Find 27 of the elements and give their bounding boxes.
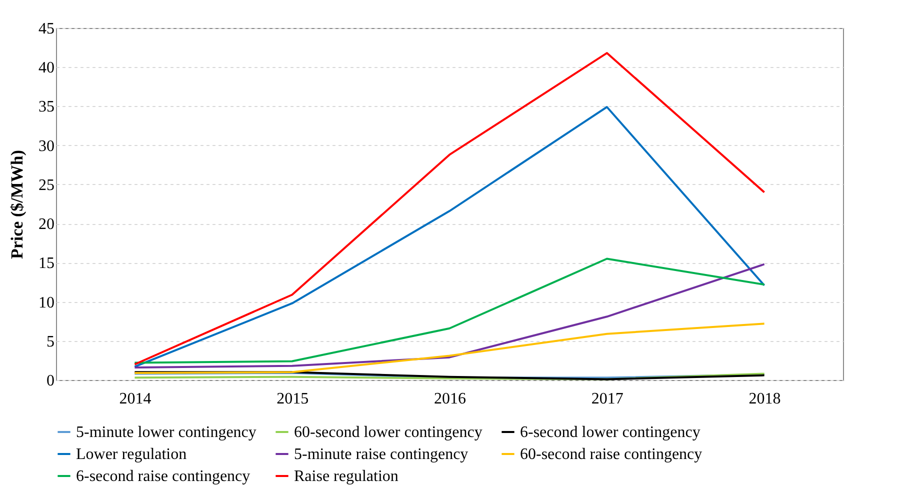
x-tick-label: 2017: [591, 390, 624, 408]
y-tick-label: 45: [38, 20, 54, 38]
y-tick-label: 25: [38, 176, 54, 194]
line-series: [134, 106, 766, 368]
legend-label: 5-minute raise contingency: [294, 446, 468, 463]
legend-label: 5-minute lower contingency: [76, 424, 256, 441]
line-series: [134, 52, 766, 366]
x-tick-label: 2018: [748, 390, 781, 408]
y-tick-label: 30: [38, 138, 54, 155]
y-tick-label: 10: [38, 294, 54, 312]
legend-label: Lower regulation: [76, 446, 187, 463]
x-tick-label: 2016: [434, 390, 466, 408]
y-tick-label: 0: [46, 372, 54, 390]
y-tick-label: 15: [38, 255, 54, 272]
legend-label: 6-second lower contingency: [520, 424, 700, 441]
legend-label: 6-second raise contingency: [76, 468, 250, 485]
y-tick-label: 35: [38, 98, 54, 116]
x-tick-label: 2014: [119, 390, 152, 408]
y-axis-title: Price ($/MWh): [8, 150, 26, 260]
legend-label: Raise regulation: [294, 468, 398, 485]
legend-label: 60-second lower contingency: [294, 424, 482, 441]
legend-label: 60-second raise contingency: [520, 446, 702, 463]
y-tick-label: 20: [38, 216, 54, 234]
x-tick-label: 2015: [276, 390, 309, 408]
y-tick-label: 40: [38, 60, 54, 77]
y-tick-label: 5: [46, 333, 54, 350]
line-series: [134, 322, 766, 374]
